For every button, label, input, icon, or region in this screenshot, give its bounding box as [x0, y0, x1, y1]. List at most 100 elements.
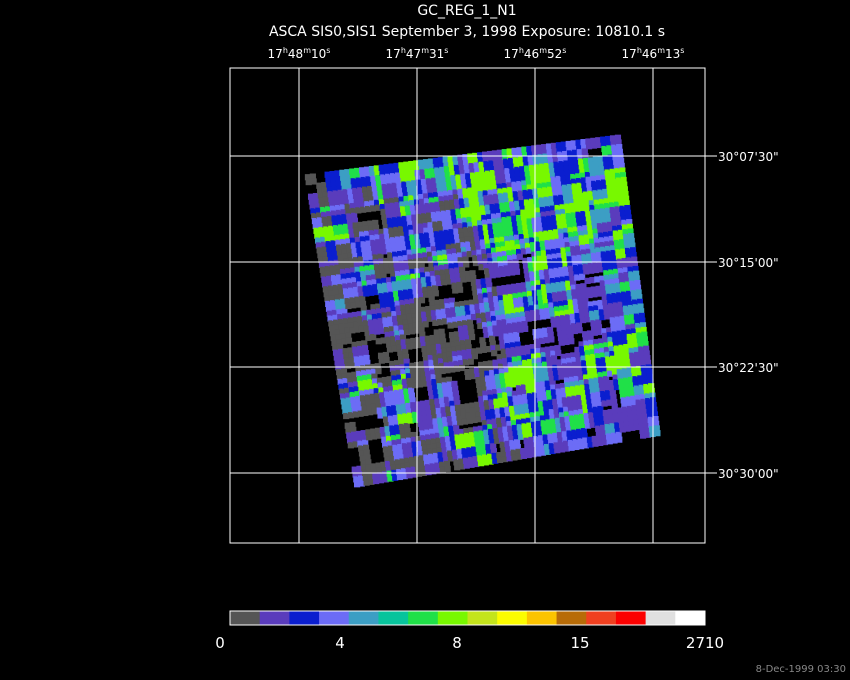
image-pixel: [484, 439, 491, 446]
image-pixel: [593, 233, 600, 240]
image-pixel: [385, 306, 392, 314]
image-pixel: [578, 409, 585, 416]
image-pixel: [504, 440, 511, 448]
image-pixel: [588, 200, 595, 207]
image-pixel: [360, 206, 367, 213]
image-pixel: [327, 255, 335, 262]
image-pixel: [438, 264, 446, 271]
image-pixel: [493, 369, 501, 376]
image-pixel: [595, 357, 602, 365]
image-pixel: [434, 432, 441, 440]
image-pixel: [407, 190, 414, 197]
image-pixel: [517, 394, 524, 401]
image-pixel: [401, 378, 408, 385]
image-pixel: [557, 436, 564, 443]
image-pixel: [578, 302, 585, 309]
image-pixel: [521, 321, 528, 328]
image-pixel: [338, 229, 345, 236]
image-pixel: [602, 265, 609, 272]
image-pixel: [362, 191, 369, 198]
image-pixel: [529, 305, 536, 312]
image-pixel: [464, 334, 471, 341]
image-pixel: [640, 360, 647, 367]
image-pixel: [560, 281, 567, 288]
image-pixel: [546, 428, 553, 436]
image-pixel: [360, 400, 367, 407]
image-pixel: [485, 175, 492, 182]
image-pixel: [380, 307, 388, 314]
image-pixel: [630, 362, 637, 369]
image-pixel: [385, 178, 393, 185]
image-pixel: [462, 359, 470, 366]
image-pixel: [533, 304, 541, 311]
image-pixel: [537, 294, 544, 301]
image-pixel: [595, 141, 603, 149]
image-pixel: [371, 185, 379, 192]
image-pixel: [609, 240, 616, 247]
image-pixel: [545, 278, 552, 285]
image-pixel: [376, 407, 383, 414]
image-pixel: [460, 310, 467, 317]
image-pixel: [454, 336, 461, 343]
image-pixel: [629, 390, 636, 398]
image-pixel: [635, 365, 643, 373]
image-pixel: [437, 319, 444, 326]
image-pixel: [503, 367, 510, 374]
image-pixel: [329, 205, 337, 212]
image-pixel: [557, 334, 565, 342]
image-pixel: [619, 354, 626, 361]
image-pixel: [511, 283, 518, 290]
image-pixel: [497, 256, 504, 263]
image-pixel: [550, 210, 557, 217]
image-pixel: [588, 267, 595, 274]
image-pixel: [586, 258, 593, 265]
image-pixel: [601, 222, 608, 229]
image-pixel: [475, 445, 482, 452]
image-pixel: [624, 387, 631, 394]
image-pixel: [343, 194, 350, 201]
image-pixel: [490, 311, 497, 318]
image-pixel: [468, 197, 475, 204]
image-pixel: [579, 240, 586, 247]
image-pixel: [365, 205, 372, 213]
image-pixel: [554, 383, 562, 390]
image-pixel: [476, 249, 483, 256]
image-pixel: [523, 267, 530, 274]
image-pixel: [570, 424, 577, 432]
image-pixel: [487, 257, 494, 265]
image-pixel: [361, 280, 368, 287]
image-pixel: [502, 221, 509, 228]
image-pixel: [588, 412, 595, 419]
image-pixel: [503, 197, 510, 204]
image-pixel: [426, 315, 433, 322]
image-pixel: [356, 246, 363, 253]
image-pixel: [551, 292, 559, 299]
image-pixel: [610, 173, 617, 180]
image-pixel: [563, 232, 570, 239]
image-pixel: [543, 230, 550, 237]
image-pixel: [466, 353, 474, 360]
image-pixel: [626, 372, 634, 379]
image-pixel: [310, 208, 317, 215]
image-pixel: [340, 333, 347, 340]
image-pixel: [460, 242, 467, 249]
image-pixel: [397, 221, 404, 228]
image-pixel: [608, 197, 615, 204]
image-pixel: [398, 418, 405, 426]
image-pixel: [544, 307, 551, 315]
image-pixel: [479, 440, 487, 447]
image-pixel: [572, 265, 580, 272]
image-pixel: [420, 405, 427, 412]
image-pixel: [537, 401, 545, 408]
image-pixel: [398, 324, 405, 332]
image-pixel: [351, 401, 358, 408]
image-pixel: [441, 411, 448, 419]
image-pixel: [455, 345, 463, 352]
image-pixel: [577, 298, 584, 305]
image-pixel: [622, 229, 629, 236]
image-pixel: [457, 320, 464, 328]
image-pixel: [594, 242, 601, 249]
timestamp: 8-Dec-1999 03:30: [756, 664, 846, 675]
image-pixel: [469, 436, 476, 444]
image-pixel: [336, 373, 344, 381]
